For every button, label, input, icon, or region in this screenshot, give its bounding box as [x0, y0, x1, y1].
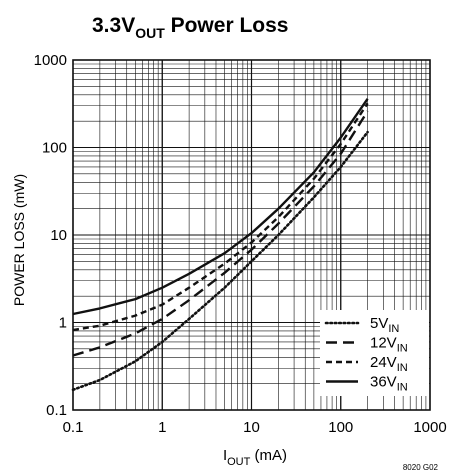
- x-axis-label-rest: (mA): [250, 447, 287, 464]
- x-tick-label: 1: [158, 419, 166, 436]
- y-tick-labels: 0.1 1 10 100 1000: [34, 52, 67, 419]
- legend-label: 24VIN: [370, 354, 408, 374]
- y-tick-label: 1: [59, 315, 67, 332]
- chart-title-main: 3.3V: [92, 14, 135, 37]
- y-tick-label: 100: [42, 140, 67, 157]
- chart-title-rest: Power Loss: [165, 14, 289, 37]
- legend-label-main: 5V: [370, 315, 388, 332]
- series-lines: [71, 98, 369, 392]
- y-tick-label: 1000: [34, 52, 67, 69]
- legend-label-sub: IN: [388, 323, 399, 335]
- legend-label: 12VIN: [370, 335, 408, 355]
- series-line-12v: [72, 110, 369, 357]
- x-tick-labels: 0.1 1 10 100 1000: [63, 419, 447, 436]
- chart-title-sub: OUT: [135, 25, 165, 41]
- legend-label-main: 24V: [370, 354, 397, 371]
- x-axis-label-sub: OUT: [227, 456, 251, 468]
- legend-label-sub: IN: [397, 382, 408, 394]
- legend-label-sub: IN: [397, 343, 408, 355]
- series-line-24v: [72, 102, 369, 332]
- legend-label: 36VIN: [370, 374, 408, 394]
- y-tick-label: 10: [50, 227, 67, 244]
- legend-label: 5VIN: [370, 315, 399, 335]
- legend-label-main: 12V: [370, 335, 397, 352]
- x-tick-label: 10: [243, 419, 260, 436]
- figure-code: 8020 G02: [403, 463, 439, 472]
- series-line-36v: [72, 98, 369, 316]
- legend-label-main: 36V: [370, 374, 397, 391]
- y-tick-label: 0.1: [46, 402, 67, 419]
- y-axis-label: POWER LOSS (mW): [11, 174, 27, 306]
- legend-label-sub: IN: [397, 362, 408, 374]
- x-axis-label: IOUT (mA): [223, 447, 287, 468]
- x-tick-label: 1000: [413, 419, 446, 436]
- chart-title: 3.3VOUT Power Loss: [92, 14, 288, 41]
- x-axis-label-main: I: [223, 447, 227, 464]
- x-tick-label: 100: [328, 419, 353, 436]
- plot-frame: [72, 59, 431, 411]
- x-tick-label: 0.1: [63, 419, 84, 436]
- series-line-5v: [71, 130, 369, 392]
